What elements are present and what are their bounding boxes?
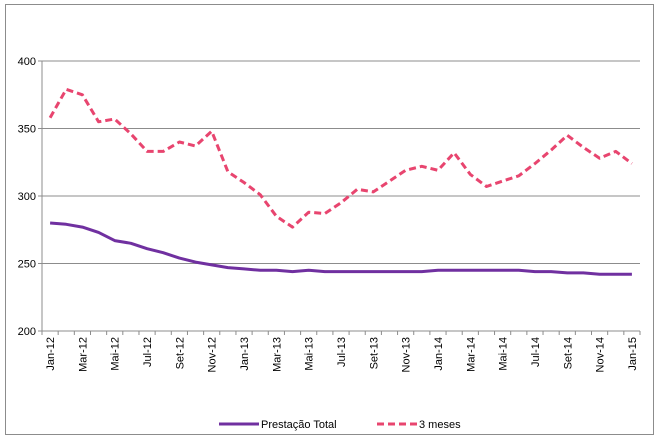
- chart-frame: 200 250 300 350 400 Jan-12 Mar-12 Mai-12 Jul-12 S…: [5, 4, 654, 435]
- x-tick-label: Jul-13: [336, 337, 348, 367]
- y-tick-label: 400: [18, 56, 36, 68]
- x-tick-label: Set-12: [174, 337, 186, 369]
- legend-label-2: 3 meses: [419, 419, 461, 431]
- x-tick-label: Jan-13: [239, 337, 251, 371]
- x-tick-label: Jan-14: [433, 337, 445, 371]
- x-tick-label: Set-13: [368, 337, 380, 369]
- x-tick-label: Jul-14: [530, 337, 542, 367]
- x-tick-label: Jan-15: [627, 337, 639, 371]
- x-tick-label: Mai-13: [304, 337, 316, 371]
- series-line-2: [48, 87, 633, 229]
- x-tick-label: Set-14: [562, 337, 574, 369]
- x-tick-label: Mar-14: [465, 337, 477, 372]
- legend-label-1: Prestação Total: [261, 419, 337, 431]
- x-tick-label: Jan-12: [45, 337, 57, 371]
- x-tick-label: Nov-12: [207, 337, 219, 372]
- x-tick-label: Jul-12: [142, 337, 154, 367]
- x-tick-label: Mai-14: [498, 337, 510, 371]
- x-tick-label: Mar-13: [271, 337, 283, 372]
- y-tick-label: 350: [18, 124, 36, 136]
- x-tick-label: Mar-12: [77, 337, 89, 372]
- series-line-1: [49, 221, 632, 276]
- y-tick-label: 200: [18, 326, 36, 338]
- y-tick-label: 300: [18, 191, 36, 203]
- line-chart: 200 250 300 350 400 Jan-12 Mar-12 Mai-12 Jul-12 S…: [18, 56, 641, 431]
- x-tick-label: Nov-14: [595, 337, 607, 372]
- x-tick-label: Nov-13: [401, 337, 413, 372]
- y-tick-label: 250: [18, 259, 36, 271]
- x-tick-label: Mai-12: [110, 337, 122, 371]
